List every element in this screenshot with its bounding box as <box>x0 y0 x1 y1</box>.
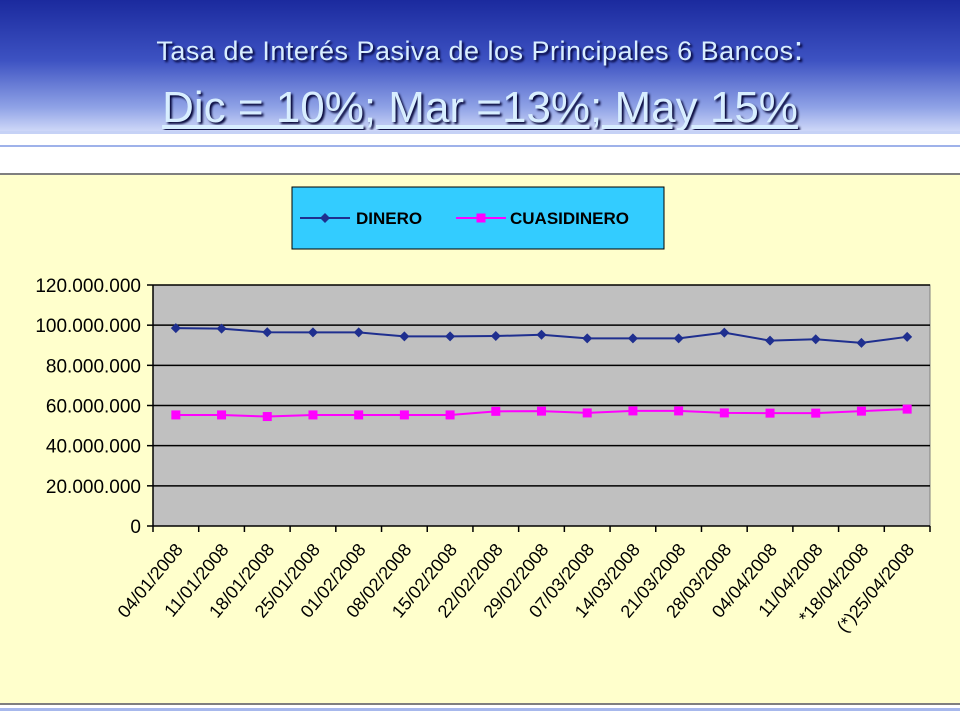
slide-header: Tasa de Interés Pasiva de los Principale… <box>0 0 960 134</box>
data-point-cuasidinero <box>354 410 364 420</box>
legend-label-cuasidinero: CUASIDINERO <box>510 209 629 228</box>
data-point-dinero <box>170 323 181 334</box>
slide-subtitle: Dic = 10%; Mar =13%; May 15% <box>162 83 798 130</box>
header-divider <box>0 131 960 134</box>
data-point-cuasidinero <box>399 410 409 420</box>
data-point-dinero <box>399 331 410 342</box>
data-point-cuasidinero <box>537 406 546 416</box>
data-point-dinero <box>490 331 501 342</box>
slide-title-text: Tasa de Interés Pasiva de los Principale… <box>156 36 794 66</box>
slide-title: Tasa de Interés Pasiva de los Principale… <box>0 30 960 69</box>
data-point-dinero <box>719 327 730 338</box>
data-point-cuasidinero <box>171 410 181 420</box>
data-point-cuasidinero <box>491 406 501 416</box>
y-tick-label: 0 <box>130 517 141 538</box>
data-point-dinero <box>856 337 867 348</box>
data-point-dinero <box>810 334 821 345</box>
data-point-cuasidinero <box>856 406 866 416</box>
y-tick-label: 80.000.000 <box>46 356 141 377</box>
slide-title-colon: : <box>793 30 804 68</box>
data-point-cuasidinero <box>308 410 318 420</box>
data-point-cuasidinero <box>217 410 227 420</box>
data-point-cuasidinero <box>628 406 638 416</box>
data-point-dinero <box>536 329 547 340</box>
data-point-dinero <box>353 327 364 338</box>
header-divider-lower <box>0 145 960 147</box>
data-point-cuasidinero <box>765 408 775 418</box>
grid-lines <box>153 284 930 487</box>
data-point-dinero <box>673 333 684 344</box>
y-tick-label: 40.000.000 <box>46 437 141 458</box>
legend-marker-cuasidinero <box>476 213 486 223</box>
data-point-dinero <box>627 333 638 344</box>
data-point-dinero <box>445 331 456 342</box>
data-point-dinero <box>765 335 776 346</box>
chart-legend: DINERO CUASIDINERO <box>291 186 665 250</box>
data-point-cuasidinero <box>811 408 821 418</box>
series-layer <box>170 323 913 422</box>
data-point-dinero <box>307 327 318 338</box>
y-tick-label: 60.000.000 <box>46 397 141 418</box>
data-point-dinero <box>582 333 593 344</box>
footer-divider <box>0 708 960 711</box>
data-point-cuasidinero <box>902 404 912 414</box>
data-point-dinero <box>216 323 227 334</box>
data-point-cuasidinero <box>674 406 684 416</box>
data-point-cuasidinero <box>445 410 455 420</box>
chart-panel: 0 20.000.000 40.000.000 60.000.000 80.000.00… <box>0 173 960 705</box>
legend-marker-dinero <box>320 213 330 223</box>
data-point-cuasidinero <box>719 408 729 418</box>
line-chart: 0 20.000.000 40.000.000 60.000.000 80.000.00… <box>35 186 931 636</box>
legend-label-dinero: DINERO <box>356 209 422 228</box>
y-tick-label: 120.000.000 <box>35 276 141 297</box>
y-tick-label: 100.000.000 <box>35 316 141 337</box>
data-point-cuasidinero <box>262 412 272 422</box>
y-tick-label: 20.000.000 <box>46 477 141 498</box>
data-point-dinero <box>902 331 913 342</box>
data-point-cuasidinero <box>582 408 592 418</box>
data-point-dinero <box>262 327 273 338</box>
